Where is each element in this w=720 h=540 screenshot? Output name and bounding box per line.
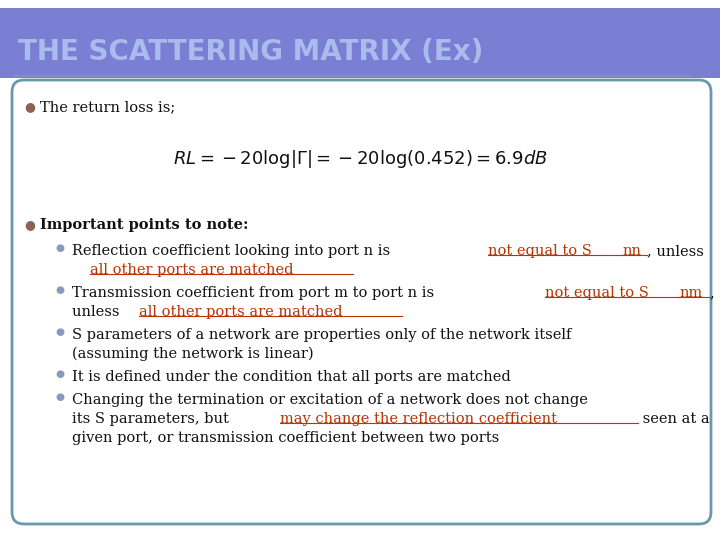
Text: Transmission coefficient from port m to port n is: Transmission coefficient from port m to …	[72, 286, 438, 300]
Text: may change the reflection coefficient: may change the reflection coefficient	[280, 412, 557, 426]
Text: THE SCATTERING MATRIX (Ex): THE SCATTERING MATRIX (Ex)	[18, 38, 483, 66]
Text: S parameters of a network are properties only of the network itself: S parameters of a network are properties…	[72, 328, 572, 342]
Text: given port, or transmission coefficient between two ports: given port, or transmission coefficient …	[72, 431, 499, 445]
Text: ,: ,	[709, 286, 714, 300]
FancyBboxPatch shape	[0, 0, 720, 78]
Text: nn: nn	[623, 244, 642, 258]
Text: not equal to S: not equal to S	[488, 244, 593, 258]
Text: ●: ●	[55, 328, 64, 337]
FancyBboxPatch shape	[0, 0, 720, 8]
Text: nm: nm	[679, 286, 703, 300]
Text: all other ports are matched: all other ports are matched	[139, 305, 343, 319]
Text: seen at a: seen at a	[638, 412, 709, 426]
Text: Changing the termination or excitation of a network does not change: Changing the termination or excitation o…	[72, 393, 588, 407]
Text: It is defined under the condition that all ports are matched: It is defined under the condition that a…	[72, 370, 510, 384]
Text: unless: unless	[72, 305, 124, 319]
Text: ●: ●	[24, 100, 35, 113]
Text: ●: ●	[55, 286, 64, 295]
Text: Reflection coefficient looking into port n is: Reflection coefficient looking into port…	[72, 244, 395, 258]
Text: ●: ●	[55, 244, 64, 253]
Text: ●: ●	[55, 393, 64, 402]
Text: ●: ●	[55, 370, 64, 379]
Text: Important points to note:: Important points to note:	[40, 218, 248, 232]
Text: (assuming the network is linear): (assuming the network is linear)	[72, 347, 314, 361]
Text: its S parameters, but: its S parameters, but	[72, 412, 233, 426]
Text: The return loss is;: The return loss is;	[40, 100, 175, 114]
Text: ●: ●	[24, 218, 35, 231]
Text: not equal to S: not equal to S	[545, 286, 649, 300]
Text: all other ports are matched: all other ports are matched	[90, 263, 294, 277]
FancyBboxPatch shape	[12, 80, 711, 524]
Text: $RL = -20\log|\Gamma| = -20\log(0.452) = 6.9dB$: $RL = -20\log|\Gamma| = -20\log(0.452) =…	[173, 148, 547, 170]
Text: , unless: , unless	[647, 244, 704, 258]
